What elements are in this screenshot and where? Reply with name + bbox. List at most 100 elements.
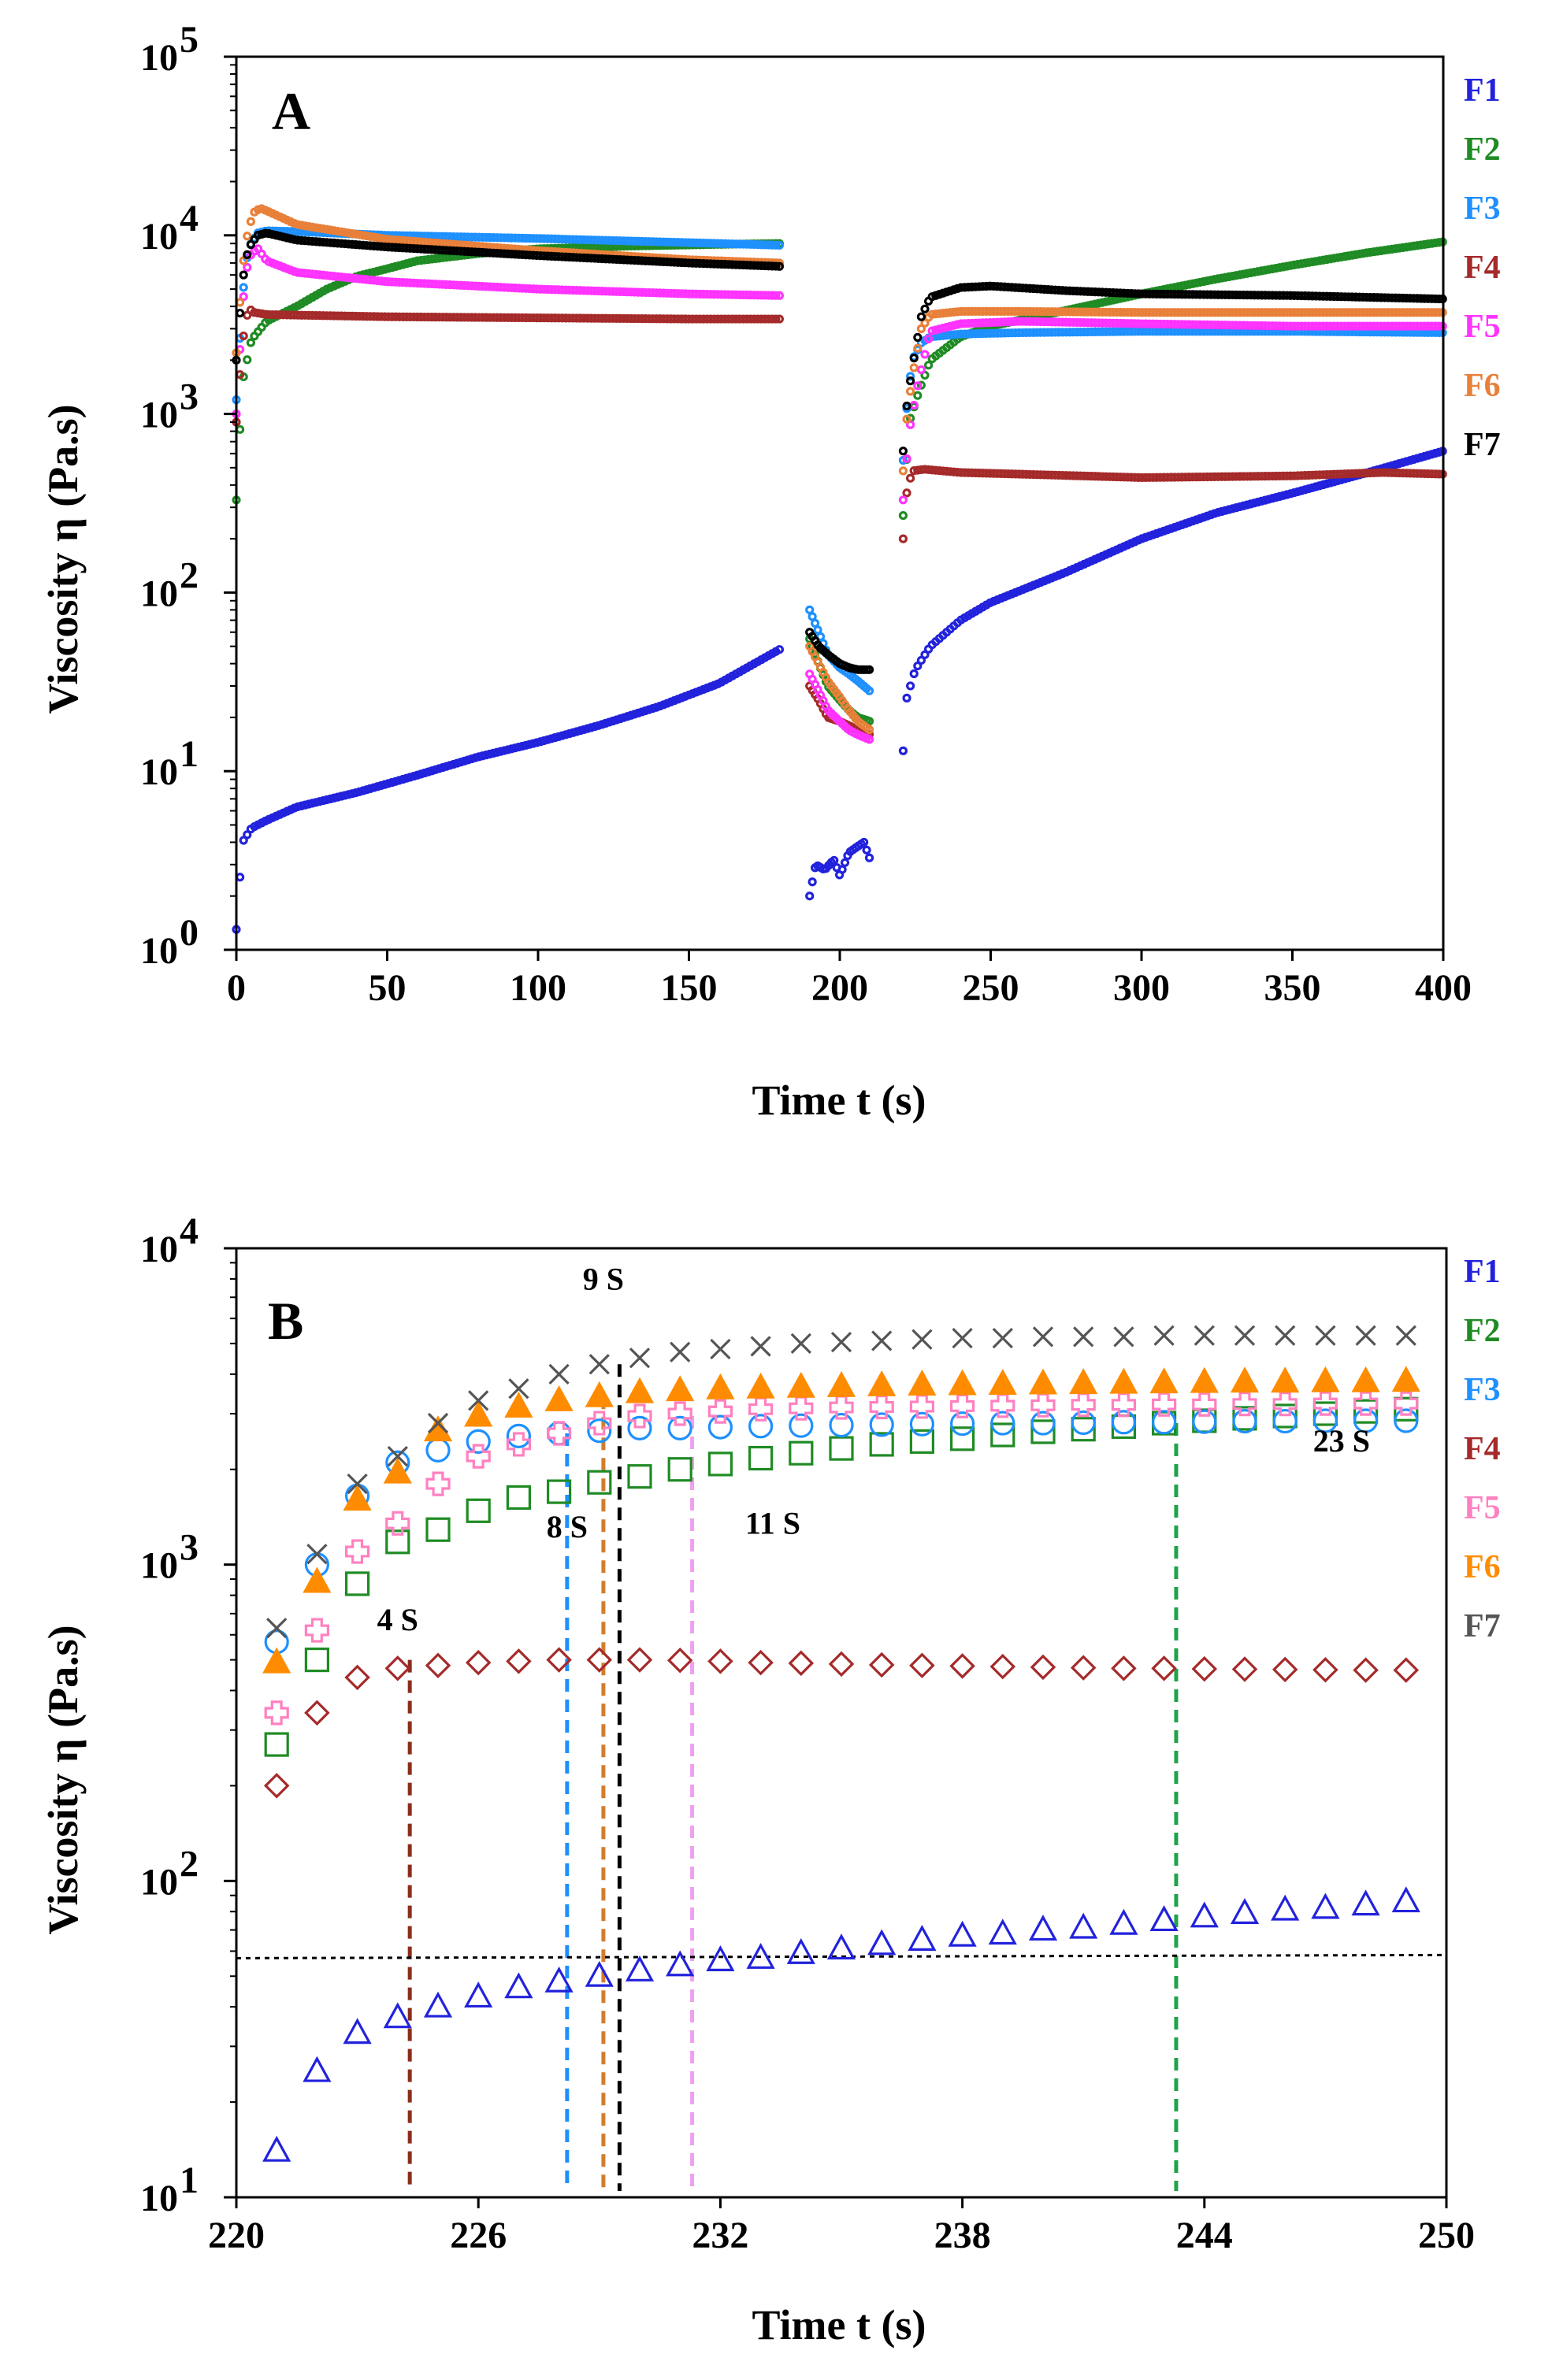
panel-b-point-f7-stroke-b [427, 1412, 449, 1434]
panel-b-y-tick-label: 10 [140, 1545, 178, 1587]
panel-b-point-f6 [504, 1392, 533, 1418]
panel-b-point-f7 [992, 1327, 1013, 1349]
panel-a-point-f1 [840, 858, 850, 867]
panel-b-point-f5 [546, 1421, 572, 1446]
panel-b-point-f6 [908, 1370, 937, 1396]
panel-b-point-f6 [867, 1370, 897, 1396]
panel-b-point-f4 [384, 1655, 411, 1681]
panel-b-point-f3 [789, 1413, 814, 1438]
panel-a-y-tick-exponent: 5 [180, 19, 199, 61]
panel-a-point-f2 [243, 355, 252, 365]
panel-b-point-f1 [908, 1925, 937, 1951]
panel-b-point-f6 [544, 1385, 574, 1411]
panel-b-point-f2 [869, 1432, 894, 1457]
panel-a-point-f1 [807, 877, 817, 887]
panel-a-x-tick-label: 250 [963, 967, 1019, 1009]
panel-b-point-f7-stroke-b [508, 1378, 529, 1399]
panel-b-point-f3 [1272, 1408, 1298, 1434]
panel-b-point-f7 [387, 1445, 408, 1467]
panel-b-point-f3 [425, 1437, 451, 1462]
panel-b-point-f4 [1191, 1655, 1218, 1682]
panel-b-point-f4 [465, 1649, 492, 1676]
panel-b-point-f6 [343, 1485, 372, 1511]
panel-b-series-f7 [266, 1325, 1416, 1639]
panel-b-point-f4 [1070, 1655, 1097, 1681]
panel-b-y-tick-label: 10 [140, 1229, 178, 1270]
panel-b-point-f2 [990, 1422, 1015, 1448]
panel-b-point-f4 [626, 1647, 653, 1673]
panel-b-point-f5 [1232, 1392, 1257, 1417]
panel-b-series-f2 [264, 1396, 1419, 1757]
panel-a-point-f1 [862, 845, 871, 855]
panel-b-point-f6 [1109, 1367, 1138, 1394]
panel-b-point-f2 [385, 1529, 410, 1555]
panel-b-point-f2 [264, 1732, 289, 1757]
panel-b-point-f2 [748, 1445, 774, 1471]
panel-b-point-f7-stroke-b [871, 1330, 893, 1351]
panel-b-point-f4 [1231, 1656, 1258, 1682]
panel-b-point-f6 [1149, 1367, 1179, 1394]
panel-b-legend-f2: F2 [1464, 1313, 1501, 1349]
panel-a-series-f1 [232, 447, 1447, 934]
panel-a-x-tick-label: 200 [811, 967, 868, 1009]
panel-b-point-f4 [425, 1652, 451, 1678]
panel-a-point-f2 [924, 361, 934, 370]
panel-b-point-f4 [1393, 1657, 1420, 1683]
panel-a-legend-f5: F5 [1464, 309, 1501, 345]
panel-b-point-f7 [710, 1338, 731, 1360]
panel-a-point-f5 [920, 350, 930, 359]
panel-a-point-f5 [916, 365, 926, 375]
panel-b-point-f4 [506, 1648, 532, 1674]
panel-b-point-f1 [1109, 1908, 1138, 1935]
panel-a-y-tick-exponent: 2 [180, 554, 199, 596]
panel-b-point-f3 [748, 1414, 774, 1439]
panel-a-point-f1 [906, 681, 915, 691]
panel-b-point-f7-stroke-b [1073, 1326, 1094, 1348]
panel-a-letter: A [272, 81, 310, 141]
panel-a-point-f3 [239, 283, 248, 292]
panel-b-point-f4 [1312, 1656, 1338, 1683]
panel-a-y-tick-label: 10 [140, 37, 178, 79]
panel-b-point-f4 [1030, 1654, 1056, 1681]
panel-b-point-f2 [667, 1457, 692, 1482]
panel-b-point-f1 [948, 1920, 977, 1947]
panel-a-point-f1 [902, 693, 911, 703]
panel-b-point-f3 [949, 1411, 975, 1437]
panel-b-x-tick-label: 244 [1176, 2215, 1233, 2256]
panel-b-point-f3 [990, 1411, 1015, 1436]
panel-a-y-tick-exponent: 3 [180, 376, 199, 418]
panel-b-x-tick-label: 232 [692, 2215, 748, 2256]
panel-a-point-f5 [774, 291, 785, 300]
panel-b-point-f7 [629, 1348, 651, 1369]
panel-b-point-f5 [1071, 1392, 1096, 1418]
panel-a-point-f6 [902, 414, 911, 424]
panel-a-point-f1 [235, 873, 245, 882]
panel-b-chart: B 4 S 8 S 9 S 11 S 23 S 220 226 232 238 244 250 10… [39, 1210, 1501, 2348]
panel-a-x-tick-label: 350 [1264, 967, 1321, 1009]
panel-a-point-f7 [239, 270, 248, 280]
panel-b-point-f5 [627, 1403, 652, 1429]
panel-a-legend-f7: F7 [1464, 427, 1501, 463]
panel-a-x-tick-label: 300 [1113, 967, 1170, 1009]
panel-a-point-f1 [864, 853, 874, 862]
panel-a-series-f4 [232, 306, 1447, 740]
panel-b-point-f6 [625, 1377, 655, 1403]
panel-b-legend-f7: F7 [1464, 1608, 1501, 1644]
panel-a-point-f1 [774, 645, 785, 654]
panel-a-x-tick-label: 400 [1415, 967, 1472, 1009]
panel-b-point-f2 [1312, 1401, 1338, 1426]
panel-a-point-f7 [906, 376, 915, 386]
panel-a-point-f6 [864, 725, 874, 734]
panel-b-point-f7-stroke-b [588, 1354, 610, 1375]
panel-b-point-f3 [869, 1412, 894, 1437]
panel-b-y-tick-exponent: 3 [180, 1527, 199, 1569]
panel-b-x-tick-label: 238 [934, 2215, 991, 2256]
panel-b-point-f6 [262, 1647, 291, 1674]
panel-b-point-f7-stroke-b [1234, 1325, 1256, 1346]
panel-b-point-f4 [909, 1652, 935, 1678]
panel-b-point-f4 [546, 1647, 572, 1673]
panel-b-point-f1 [1149, 1905, 1179, 1932]
panel-b-point-f4 [788, 1650, 815, 1677]
